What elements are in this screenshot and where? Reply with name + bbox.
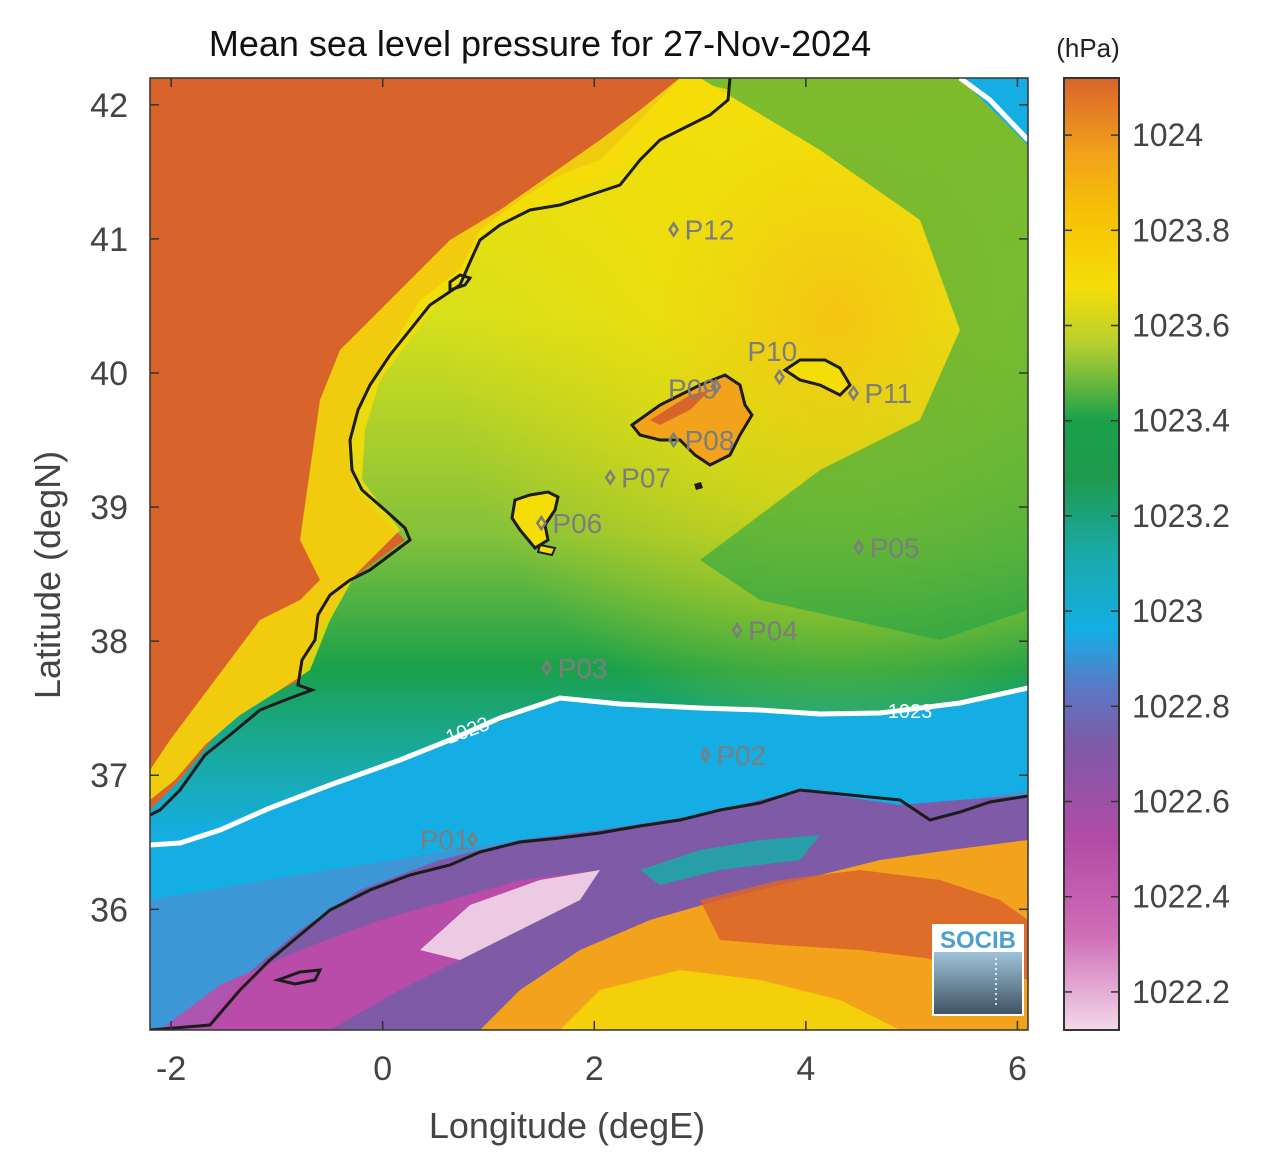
colorbar-tick-label: 1022.8 [1132,688,1230,724]
colorbar-tick-label: 1023.2 [1132,498,1230,534]
x-tick-label: -2 [156,1050,186,1088]
colorbar-tick-label: 1023.4 [1132,403,1230,439]
chart-title: Mean sea level pressure for 27-Nov-2024 [209,23,871,64]
iberia-coastline [150,78,732,817]
y-tick-label: 37 [90,757,128,795]
station-marker-icon [604,469,616,486]
african-lake-outline [272,968,323,986]
x-axis-label: Longitude (degE) [429,1105,705,1146]
station-marker-icon [853,539,865,556]
africa-yellow-patch [560,970,900,1030]
station-label: P01 [420,825,470,856]
mallorca-island [629,373,754,467]
station-marker-icon [699,746,711,764]
station-label: P09 [668,373,718,404]
station-p10: P10 [747,336,797,386]
station-label: P06 [552,508,602,539]
station-marker-icon [668,221,680,238]
colorbar-ticks: 1024 1023.8 1023.6 1023.4 1023.2 1023 1022.8 10… [1064,117,1230,1010]
x-tick-label: 2 [585,1050,604,1088]
y-tick-label: 36 [90,891,128,929]
colorbar-unit: (hPa) [1056,33,1120,63]
africa-coastline [150,788,1028,1030]
station-p03: P03 [541,653,608,684]
station-p12: P12 [668,215,735,246]
y-tick-label: 42 [90,87,128,125]
station-marker-icon [467,831,479,848]
africa-teal-patch [640,835,820,885]
map-plot-area: 1023 1023 P01P02P03P04P05P06P07P08P09P10… [150,78,1028,1030]
cabrera-island [694,482,703,490]
station-label: P02 [716,740,766,771]
ebro-delta-coast [448,273,473,293]
station-marker-icon [710,378,722,395]
station-p04: P04 [731,615,798,646]
menorca-island [782,358,852,397]
ne-blue-zone [960,78,1028,145]
socib-logo-text: SOCIB [940,927,1016,954]
colorbar-tick-label: 1024 [1132,117,1203,153]
green-pressure-zone [700,78,1028,640]
station-label: P12 [685,215,735,246]
coastal-fringe [150,78,730,800]
mallorca-high-area [650,390,710,425]
station-markers: P01 P02 P03 P04 P05 P06 P07 P08 P09 P10 P11 P12 [420,215,920,856]
colorbar [1063,77,1120,1031]
station-p02: P02 [699,740,766,771]
station-marker-icon [668,431,680,449]
station-p01: P01 [420,825,479,856]
station-marker-icon [541,659,553,677]
y-axis-label: Latitude (degN) [27,451,68,699]
y-tick-label: 41 [90,221,128,259]
station-p06: P06 [535,508,602,539]
x-tick-label: 4 [796,1050,815,1088]
station-label: P04 [748,615,798,646]
colorbar-tick-label: 1023.6 [1132,308,1230,344]
contour-label-text-east: 1023 [888,701,933,723]
x-axis-ticks: -2 0 2 4 6 [156,78,1027,1088]
x-tick-label: 0 [373,1050,392,1088]
station-label: P08 [685,425,735,456]
station-marker-icon [847,384,859,402]
socib-logo: SOCIB [932,924,1024,1016]
colorbar-tick-label: 1022.4 [1132,879,1230,915]
y-axis-ticks: 42 41 40 39 38 37 36 [90,87,1028,929]
station-label: P11 [864,378,912,409]
colorbar-tick-label: 1023 [1132,593,1203,629]
y-tick-label: 39 [90,489,128,527]
station-marker-icon [773,368,785,386]
x-tick-label: 6 [1008,1050,1027,1088]
station-p07: P07 [604,463,671,494]
colorbar-tick-label: 1023.8 [1132,212,1230,248]
station-marker-icon [535,514,547,532]
formentera-island [536,543,557,557]
station-label: P10 [747,336,797,367]
contour-label-east: 1023 [888,701,933,723]
station-p11: P11 [847,378,912,409]
station-p08: P08 [668,425,735,456]
station-label: P07 [621,463,671,494]
station-p09: P09 [668,373,722,404]
station-marker-icon [731,622,743,639]
colorbar-tick-label: 1022.6 [1132,784,1230,820]
map-frame [149,77,1029,1031]
y-tick-label: 38 [90,623,128,661]
station-p05: P05 [853,532,920,563]
colorbar-tick-label: 1022.2 [1132,974,1230,1010]
station-label: P05 [870,532,920,563]
isobar-ne-line [958,78,1028,142]
africa-pink-patch [420,870,600,960]
isobar-1023-line [150,685,1028,848]
y-tick-label: 40 [90,355,128,393]
station-label: P03 [558,653,608,684]
